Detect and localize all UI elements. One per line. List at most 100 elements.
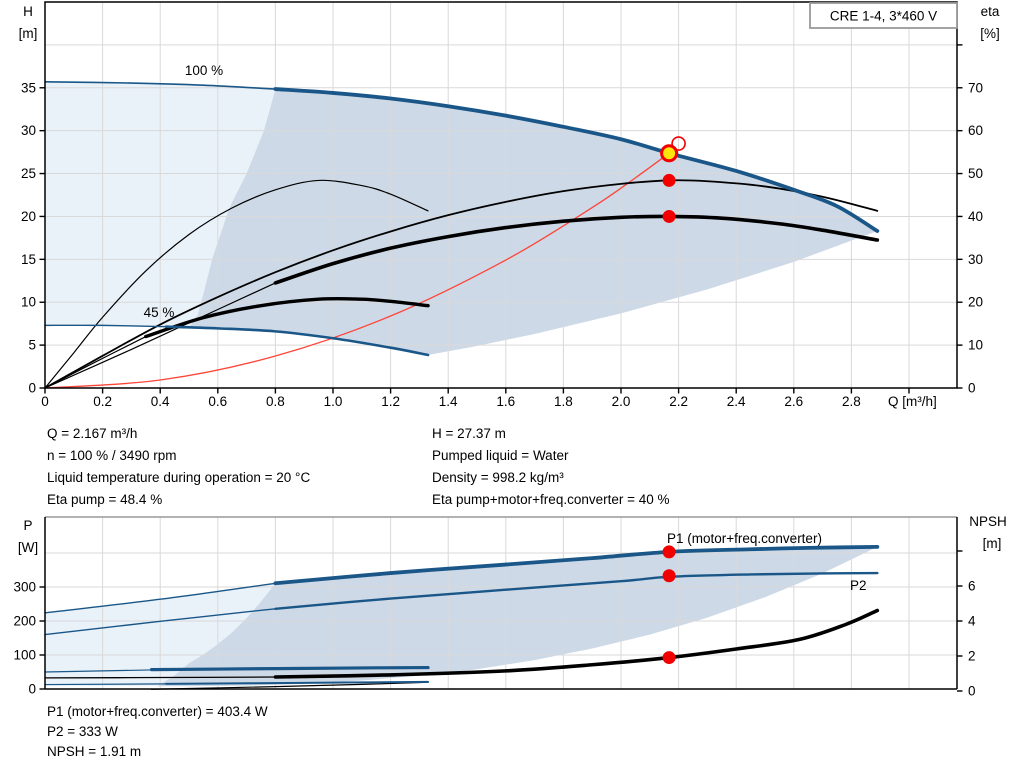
p2-45-curve <box>164 680 430 685</box>
qh-100-thin-curve <box>44 80 277 90</box>
x-tick-label: 2.0 <box>612 394 631 409</box>
left-tick-label: 25 <box>21 166 36 181</box>
x-tick-label: 1.2 <box>381 394 400 409</box>
right-tick-label: 4 <box>968 614 976 629</box>
right-tick-label: 70 <box>968 80 983 95</box>
left-tick-label: 5 <box>28 338 36 353</box>
left-tick-label: 15 <box>21 252 36 267</box>
p1-curve <box>273 544 880 586</box>
qh-45-thin-curve <box>44 324 167 328</box>
left-tick-label: 300 <box>13 580 36 595</box>
qh-45-curve <box>164 325 430 357</box>
curve-label: 100 % <box>185 63 223 78</box>
duty-info-right: H = 27.37 m Pumped liquid = Water Densit… <box>432 423 670 511</box>
right-tick-label: 0 <box>968 684 976 699</box>
p1-45-thin-curve <box>44 669 153 673</box>
left-axis-title: H <box>23 4 33 19</box>
x-tick-label: 2.4 <box>727 394 746 409</box>
pumped-liquid-text: Pumped liquid = Water <box>432 448 569 463</box>
x-tick-label: 0.4 <box>151 394 170 409</box>
left-tick-label: 100 <box>13 648 36 663</box>
x-tick-label: 0.6 <box>208 394 227 409</box>
right-tick-label: 50 <box>968 166 983 181</box>
plot-frame <box>44 1 958 389</box>
curve-label: 45 % <box>144 305 175 320</box>
npsh-point[interactable] <box>662 651 676 665</box>
density-text: Density = 998.2 kg/m³ <box>432 470 564 485</box>
right-tick-label: 0 <box>968 381 976 396</box>
right-axis-title: [m] <box>983 536 1002 551</box>
left-axis-title: [m] <box>19 26 38 41</box>
x-axis-label: Q [m³/h] <box>888 394 937 409</box>
p1-thin-curve <box>44 582 277 614</box>
left-tick-label: 200 <box>13 614 36 629</box>
pump-title-box <box>809 2 958 29</box>
right-tick-label: 20 <box>968 295 983 310</box>
eta-pump-point[interactable] <box>662 173 676 187</box>
x-tick-label: 2.8 <box>842 394 861 409</box>
p2-point[interactable] <box>662 569 676 583</box>
eta-pump-45-curve <box>44 179 429 389</box>
x-tick-label: 0.8 <box>266 394 285 409</box>
right-tick-label: 2 <box>968 649 976 664</box>
eta-total-text: Eta pump+motor+freq.converter = 40 % <box>432 492 670 507</box>
x-tick-label: 2.2 <box>669 394 688 409</box>
duty-speed-text: n = 100 % / 3490 rpm <box>47 448 177 463</box>
liquid-temp-text: Liquid temperature during operation = 20… <box>47 470 311 485</box>
p2-text: P2 = 333 W <box>47 724 118 739</box>
p2-thin-curve <box>44 608 277 636</box>
duty-info-left: Q = 2.167 m³/h n = 100 % / 3490 rpm Liqu… <box>47 423 310 511</box>
right-tick-label: 30 <box>968 252 983 267</box>
right-axis-title: [%] <box>980 26 1000 41</box>
p1-text: P1 (motor+freq.converter) = 403.4 W <box>47 704 268 719</box>
right-axis-title: NPSH <box>969 514 1007 529</box>
p1-point[interactable] <box>662 545 676 559</box>
left-axis-title: [W] <box>18 540 38 555</box>
right-tick-label: 60 <box>968 123 983 138</box>
left-axis-title: P <box>23 518 32 533</box>
npsh-thin-curve <box>44 676 277 679</box>
eta-total-100-thin-curve <box>44 282 276 389</box>
x-tick-label: 0.2 <box>93 394 112 409</box>
p1-45-curve <box>149 665 430 672</box>
qh-100-curve <box>273 87 880 233</box>
eta-total-45-thin-curve <box>44 335 147 389</box>
duty-point[interactable] <box>660 144 679 163</box>
requested-duty-point[interactable] <box>671 136 686 151</box>
pump-title: CRE 1-4, 3*460 V <box>830 9 937 24</box>
duty-q-text: Q = 2.167 m³/h <box>47 426 138 441</box>
left-tick-label: 35 <box>21 80 36 95</box>
x-tick-label: 1.0 <box>324 394 343 409</box>
x-tick-label: 1.6 <box>496 394 515 409</box>
right-tick-label: 40 <box>968 209 983 224</box>
eta-total-45-curve <box>144 296 430 339</box>
x-tick-label: 2.6 <box>784 394 803 409</box>
left-tick-label: 10 <box>21 295 36 310</box>
power-info: P1 (motor+freq.converter) = 403.4 W P2 =… <box>47 702 268 762</box>
right-tick-label: 10 <box>968 338 983 353</box>
operating-envelope-dark <box>189 89 878 355</box>
right-tick-label: 6 <box>968 579 976 594</box>
curve-label: P2 <box>850 578 867 593</box>
npsh-text: NPSH = 1.91 m <box>47 744 142 759</box>
eta-pump-100-curve <box>44 179 879 389</box>
p2-45-thin-curve <box>44 683 167 686</box>
x-tick-label: 1.4 <box>439 394 458 409</box>
left-tick-label: 30 <box>21 123 36 138</box>
duty-h-text: H = 27.37 m <box>432 426 506 441</box>
eta-total-100-curve <box>273 214 880 285</box>
p2-curve <box>274 571 879 610</box>
eta-total-point[interactable] <box>662 209 676 223</box>
x-tick-label: 1.8 <box>554 394 573 409</box>
eta-pump-text: Eta pump = 48.4 % <box>47 492 163 507</box>
right-axis-title: eta <box>981 4 1000 19</box>
left-tick-label: 0 <box>28 682 36 697</box>
left-tick-label: 0 <box>28 381 36 396</box>
x-tick-label: 0 <box>41 394 49 409</box>
curve-label: P1 (motor+freq.converter) <box>667 531 822 546</box>
left-tick-label: 20 <box>21 209 36 224</box>
power-envelope-dark <box>157 546 878 687</box>
npsh-curve <box>273 608 880 679</box>
